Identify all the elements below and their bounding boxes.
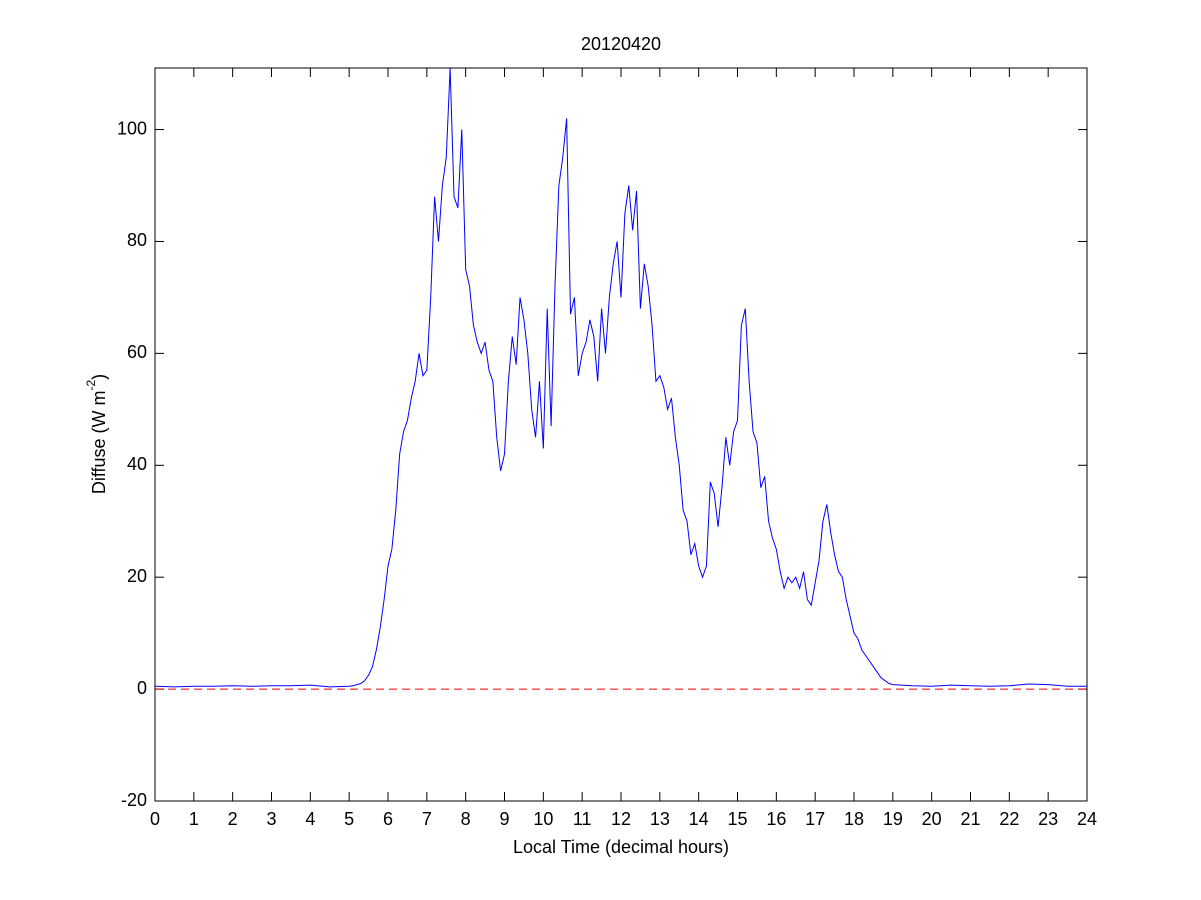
x-axis-label: Local Time (decimal hours): [513, 837, 729, 857]
x-tick-label: 22: [999, 809, 1019, 829]
x-tick-label: 9: [499, 809, 509, 829]
y-tick-label: 0: [137, 678, 147, 698]
x-tick-label: 0: [150, 809, 160, 829]
x-tick-label: 21: [960, 809, 980, 829]
x-tick-label: 15: [727, 809, 747, 829]
x-tick-label: 10: [533, 809, 553, 829]
y-tick-label: 80: [127, 230, 147, 250]
x-tick-label: 6: [383, 809, 393, 829]
x-tick-label: 20: [922, 809, 942, 829]
y-tick-label: 60: [127, 342, 147, 362]
x-tick-label: 23: [1038, 809, 1058, 829]
x-tick-label: 19: [883, 809, 903, 829]
y-label-sup: -2: [84, 379, 98, 390]
y-label-end: ): [89, 374, 109, 380]
x-tick-label: 5: [344, 809, 354, 829]
y-tick-label: 100: [117, 118, 147, 138]
y-tick-label: -20: [121, 790, 147, 810]
x-tick-label: 1: [189, 809, 199, 829]
plot-frame: [154, 67, 1088, 802]
x-tick-label: 18: [844, 809, 864, 829]
x-tick-label: 11: [573, 809, 592, 829]
x-tick-label: 12: [611, 809, 631, 829]
x-tick-label: 13: [650, 809, 670, 829]
x-tick-label: 4: [305, 809, 315, 829]
x-tick-label: 8: [461, 809, 471, 829]
chart-title: 20120420: [581, 34, 661, 54]
x-tick-label: 3: [266, 809, 276, 829]
x-tick-label: 7: [422, 809, 432, 829]
y-axis-label: Diffuse (W m-2): [84, 374, 109, 494]
x-tick-label: 17: [805, 809, 825, 829]
x-tick-label: 14: [689, 809, 709, 829]
x-tick-label: 16: [766, 809, 786, 829]
x-tick-label: 24: [1077, 809, 1097, 829]
y-tick-label: 40: [127, 454, 147, 474]
data-line: [154, 67, 1087, 688]
x-tick-label: 2: [228, 809, 238, 829]
y-tick-label: 20: [127, 566, 147, 586]
y-label-text: Diffuse (W m: [89, 390, 109, 494]
